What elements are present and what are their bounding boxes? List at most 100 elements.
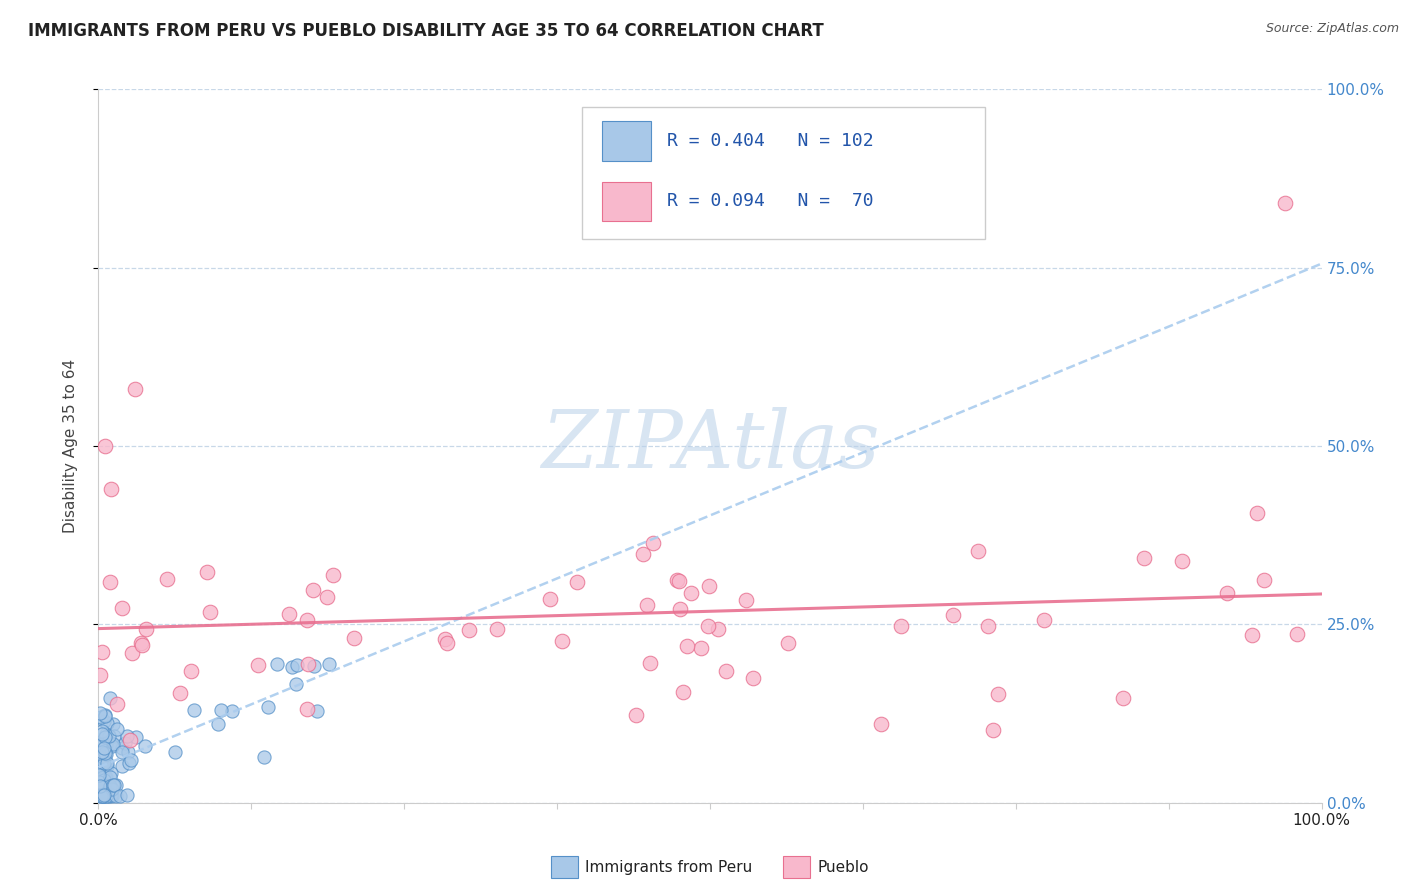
- Point: [638, 656, 661, 670]
- Point: [115, 730, 138, 744]
- Point: [91, 777, 114, 791]
- Point: [681, 586, 703, 600]
- FancyBboxPatch shape: [551, 856, 578, 878]
- Point: [120, 753, 142, 767]
- Point: [89, 668, 111, 682]
- Point: [105, 789, 128, 803]
- Point: [93, 730, 115, 744]
- Point: [94, 759, 117, 773]
- Point: [89, 768, 111, 782]
- Point: [96, 756, 118, 771]
- Point: [305, 704, 328, 718]
- Point: [977, 619, 1000, 633]
- Point: [169, 686, 191, 700]
- Point: [111, 759, 134, 773]
- Point: [981, 723, 1004, 737]
- Point: [105, 722, 128, 736]
- Point: [97, 789, 120, 803]
- Point: [93, 779, 115, 793]
- Point: [90, 783, 112, 797]
- Point: [967, 544, 990, 558]
- Point: [697, 619, 720, 633]
- Point: [121, 646, 143, 660]
- Point: [134, 739, 156, 754]
- Point: [91, 755, 114, 769]
- Point: [124, 382, 146, 396]
- Point: [100, 789, 122, 803]
- Point: [89, 706, 111, 721]
- Point: [89, 780, 111, 794]
- Point: [91, 748, 114, 763]
- Point: [117, 745, 139, 759]
- Point: [778, 635, 800, 649]
- Point: [94, 747, 117, 761]
- Point: [1112, 691, 1135, 706]
- Point: [163, 745, 186, 759]
- Point: [98, 691, 121, 706]
- Point: [246, 658, 269, 673]
- Point: [87, 746, 110, 760]
- Point: [101, 778, 124, 792]
- Point: [91, 789, 114, 803]
- Point: [742, 671, 765, 685]
- Point: [665, 574, 688, 588]
- Text: R = 0.094   N =  70: R = 0.094 N = 70: [668, 193, 875, 211]
- Point: [131, 636, 153, 650]
- Point: [89, 775, 111, 789]
- Point: [98, 789, 121, 803]
- Point: [93, 789, 115, 803]
- Point: [90, 645, 112, 659]
- Point: [433, 632, 456, 646]
- Point: [100, 736, 122, 750]
- Point: [91, 770, 114, 784]
- Point: [285, 657, 308, 672]
- FancyBboxPatch shape: [582, 107, 986, 239]
- Point: [633, 547, 655, 561]
- Text: ZIPAtlas: ZIPAtlas: [541, 408, 879, 484]
- Text: Pueblo: Pueblo: [818, 860, 869, 874]
- Point: [101, 737, 124, 751]
- Text: Source: ZipAtlas.com: Source: ZipAtlas.com: [1265, 22, 1399, 36]
- Point: [114, 736, 136, 750]
- Point: [89, 789, 111, 803]
- Point: [93, 708, 115, 723]
- Point: [89, 751, 111, 765]
- Point: [94, 727, 117, 741]
- Point: [302, 659, 325, 673]
- Point: [89, 762, 111, 776]
- Point: [624, 708, 647, 723]
- Point: [706, 622, 728, 636]
- Point: [93, 772, 115, 787]
- Point: [221, 704, 243, 718]
- Point: [93, 439, 115, 453]
- Point: [458, 623, 481, 637]
- Point: [96, 770, 118, 784]
- Point: [103, 717, 125, 731]
- Point: [89, 738, 111, 752]
- Point: [90, 789, 112, 803]
- Point: [93, 753, 115, 767]
- Point: [672, 685, 695, 699]
- FancyBboxPatch shape: [783, 856, 810, 878]
- Point: [93, 744, 115, 758]
- Point: [1171, 554, 1194, 568]
- Point: [295, 613, 318, 627]
- Point: [641, 535, 664, 549]
- Point: [100, 781, 122, 796]
- Point: [135, 622, 157, 636]
- Point: [987, 687, 1010, 701]
- Point: [297, 657, 319, 672]
- Point: [668, 574, 690, 589]
- Point: [93, 756, 115, 770]
- Point: [93, 741, 115, 756]
- Point: [100, 482, 122, 496]
- Point: [103, 729, 125, 743]
- Point: [90, 727, 112, 741]
- Point: [90, 710, 112, 724]
- Point: [1246, 507, 1268, 521]
- Point: [1216, 586, 1239, 600]
- Point: [284, 676, 307, 690]
- Point: [485, 622, 508, 636]
- Point: [253, 750, 276, 764]
- Point: [669, 602, 692, 616]
